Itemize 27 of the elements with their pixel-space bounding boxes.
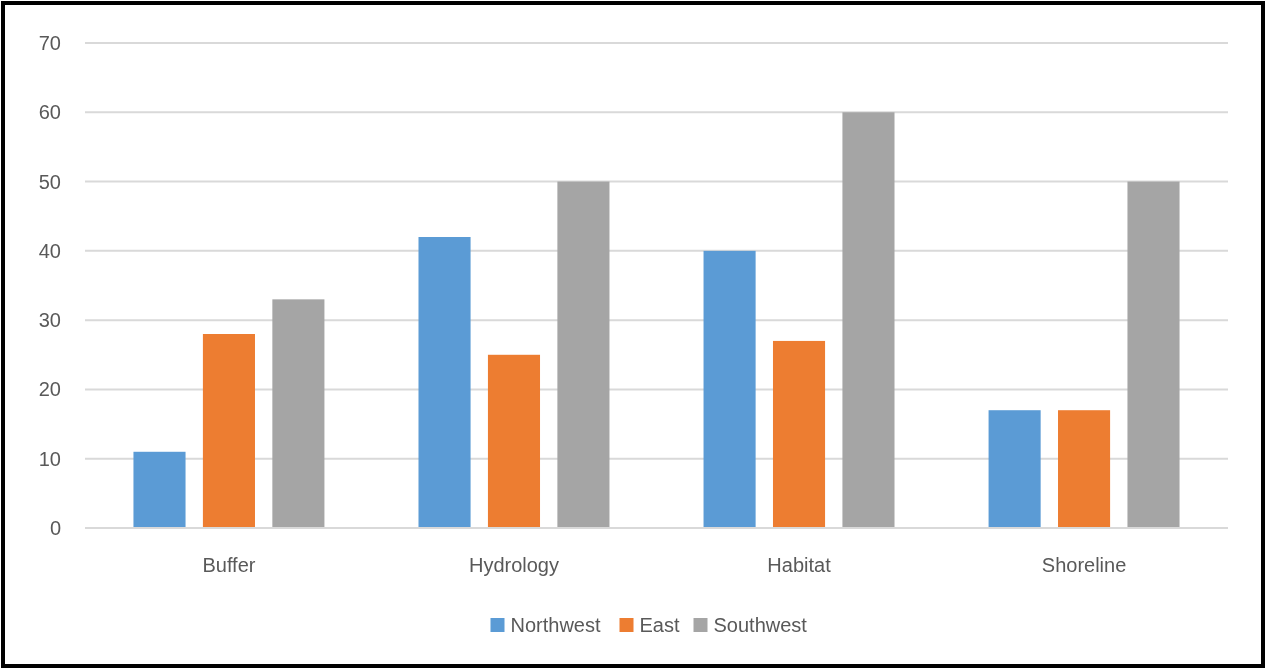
bar [557, 181, 610, 528]
x-tick-label: Shoreline [1041, 554, 1127, 576]
bar [988, 410, 1041, 528]
x-tick-label: Hydrology [468, 554, 559, 576]
bar [272, 299, 325, 528]
bar [202, 334, 255, 528]
bar [487, 354, 541, 528]
y-tick-label: 10 [38, 447, 61, 470]
bar [1058, 410, 1111, 528]
y-tick-label: 60 [38, 101, 61, 124]
y-tick-label: 50 [38, 170, 61, 193]
bar [1127, 181, 1180, 528]
y-tick-label: 70 [38, 32, 61, 54]
bar [418, 237, 471, 528]
legend-label: Southwest [713, 614, 808, 636]
bar [772, 340, 826, 528]
y-tick-label: 30 [38, 309, 61, 332]
x-tick-label: Habitat [767, 554, 832, 576]
legend-label: Northwest [510, 614, 601, 636]
y-tick-label: 0 [49, 517, 61, 539]
y-tick-label: 20 [38, 378, 61, 401]
y-tick-label: 40 [38, 239, 61, 262]
bar [133, 451, 186, 528]
legend-label: East [639, 614, 680, 636]
bar [842, 112, 895, 528]
bar [703, 250, 756, 528]
x-tick-label: Buffer [202, 554, 256, 576]
